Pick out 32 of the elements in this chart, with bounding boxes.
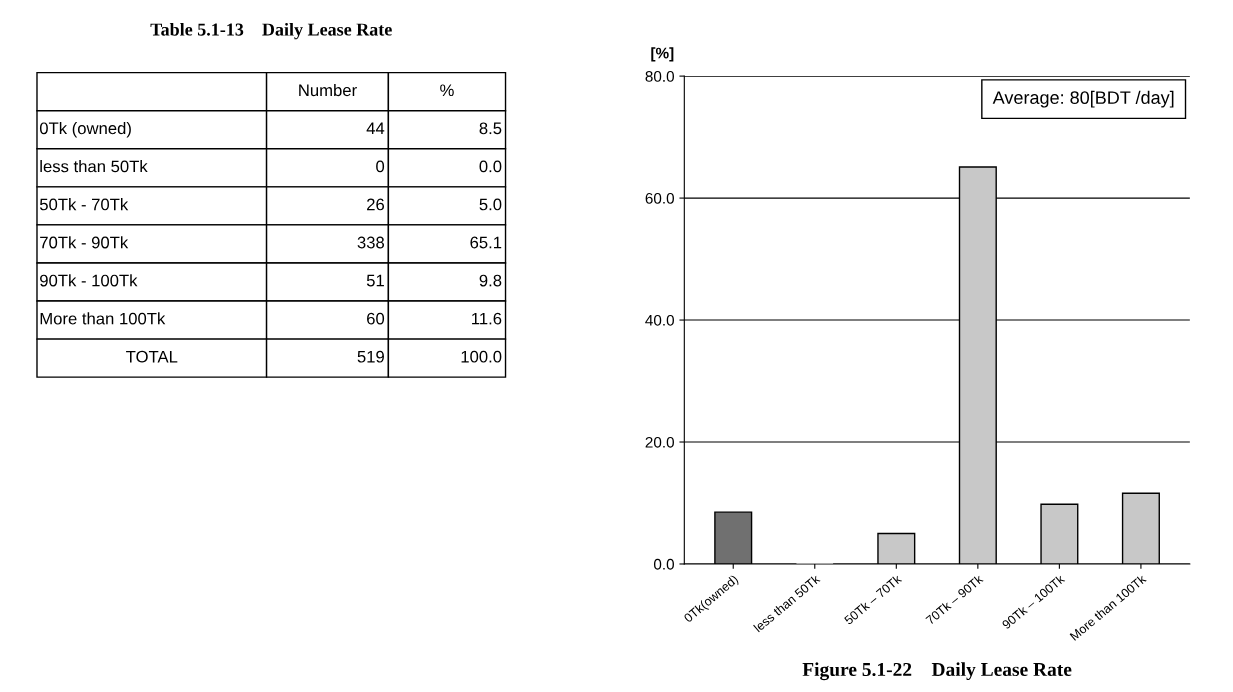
data-label: 5.0 [479,198,502,211]
series-label: Number [299,83,357,97]
data-label: 0.0 [479,160,502,173]
data-label: 65.1 [470,236,502,249]
category-label: 70Tk - 90Tk [40,236,129,249]
y-tick-label: 0.0 [653,558,674,570]
category-label: TOTAL [126,350,178,363]
y-tick-label: 40.0 [645,314,674,326]
category-label: 50Tk - 70Tk [39,198,129,211]
data-label: 11.6 [472,312,502,325]
y-tick-label: 20.0 [645,436,674,448]
text: Figure 5.1-22 Daily Lease Rate [802,662,1072,681]
data-label: 100.0 [461,350,502,363]
category-label: less than 50Tk [40,160,148,173]
annotation: Average: 80[BDT /day] [992,90,1174,108]
data-label: 44 [366,122,385,135]
data-label: 0 [376,160,385,173]
data-label: 9.8 [479,274,502,287]
data-label: 338 [357,236,385,249]
data-label: 60 [367,312,385,325]
category-label: More than 100Tk [40,312,166,325]
y-tick-label: 80.0 [645,70,674,82]
y-axis-title: [%] [651,47,674,62]
series-label: % [440,84,454,97]
y-tick-label: 60.0 [645,192,674,204]
data-label: 519 [357,350,384,363]
text: Table 5.1-13 Daily Lease Rate [150,22,392,40]
data-label: 51 [366,274,384,287]
data-label: 8.5 [479,122,502,135]
category-label: 0Tk (owned) [39,121,131,138]
category-label: 90Tk - 100Tk [40,274,138,287]
data-label: 26 [367,198,385,211]
